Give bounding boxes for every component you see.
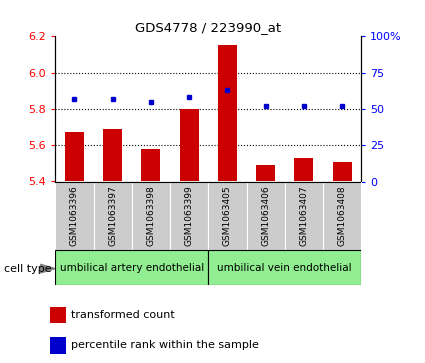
Polygon shape [40, 264, 55, 273]
Bar [55, 250, 208, 285]
Text: transformed count: transformed count [71, 310, 175, 320]
Text: percentile rank within the sample: percentile rank within the sample [71, 340, 259, 350]
Bar [103, 129, 122, 182]
Bar [323, 182, 361, 250]
Bar [50, 337, 66, 354]
Bar [208, 250, 361, 285]
Text: GSM1063406: GSM1063406 [261, 185, 270, 246]
Bar [218, 45, 237, 182]
Bar [208, 182, 246, 250]
Text: GSM1063396: GSM1063396 [70, 185, 79, 246]
Text: GSM1063407: GSM1063407 [299, 185, 309, 246]
Bar [55, 182, 94, 250]
Bar [179, 109, 198, 182]
Bar [246, 182, 285, 250]
Bar [294, 158, 313, 182]
Bar [50, 307, 66, 323]
Text: umbilical artery endothelial: umbilical artery endothelial [60, 263, 204, 273]
Bar [256, 165, 275, 182]
Text: cell type: cell type [4, 264, 52, 274]
Text: GSM1063398: GSM1063398 [146, 185, 156, 246]
Bar [285, 182, 323, 250]
Text: GSM1063399: GSM1063399 [184, 185, 194, 246]
Bar [332, 162, 351, 182]
Bar [65, 132, 84, 182]
Title: GDS4778 / 223990_at: GDS4778 / 223990_at [135, 21, 281, 34]
Text: umbilical vein endothelial: umbilical vein endothelial [218, 263, 352, 273]
Text: GSM1063405: GSM1063405 [223, 185, 232, 246]
Text: GSM1063397: GSM1063397 [108, 185, 117, 246]
Bar [132, 182, 170, 250]
Bar [170, 182, 208, 250]
Bar [141, 149, 160, 182]
Bar [94, 182, 132, 250]
Text: GSM1063408: GSM1063408 [337, 185, 347, 246]
